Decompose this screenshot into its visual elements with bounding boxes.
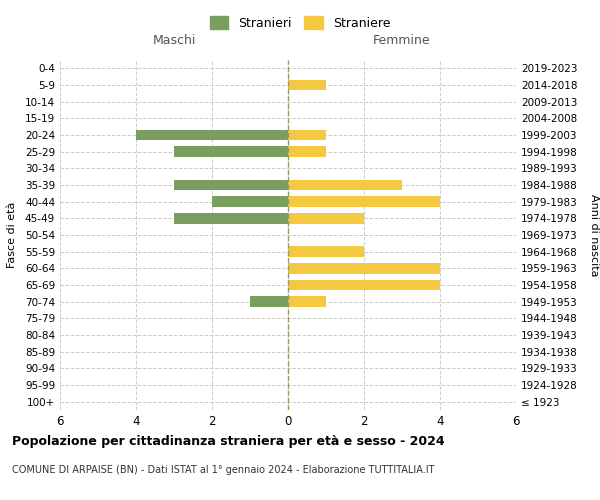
Bar [288, 130, 326, 140]
Text: Maschi: Maschi [152, 34, 196, 46]
Text: Femmine: Femmine [373, 34, 431, 46]
Text: COMUNE DI ARPAISE (BN) - Dati ISTAT al 1° gennaio 2024 - Elaborazione TUTTITALIA: COMUNE DI ARPAISE (BN) - Dati ISTAT al 1… [12, 465, 434, 475]
Bar [174, 180, 288, 190]
Y-axis label: Fasce di età: Fasce di età [7, 202, 17, 268]
Bar [288, 146, 326, 157]
Y-axis label: Anni di nascita: Anni di nascita [589, 194, 599, 276]
Bar [288, 196, 440, 207]
Text: Popolazione per cittadinanza straniera per età e sesso - 2024: Popolazione per cittadinanza straniera p… [12, 435, 445, 448]
Bar [288, 180, 402, 190]
Bar [174, 213, 288, 224]
Bar [250, 296, 288, 307]
Bar [212, 196, 288, 207]
Bar [288, 296, 326, 307]
Bar [288, 213, 364, 224]
Bar [288, 263, 440, 274]
Bar [136, 130, 288, 140]
Bar [174, 146, 288, 157]
Bar [288, 80, 326, 90]
Bar [288, 280, 440, 290]
Legend: Stranieri, Straniere: Stranieri, Straniere [205, 11, 395, 35]
Bar [288, 246, 364, 257]
